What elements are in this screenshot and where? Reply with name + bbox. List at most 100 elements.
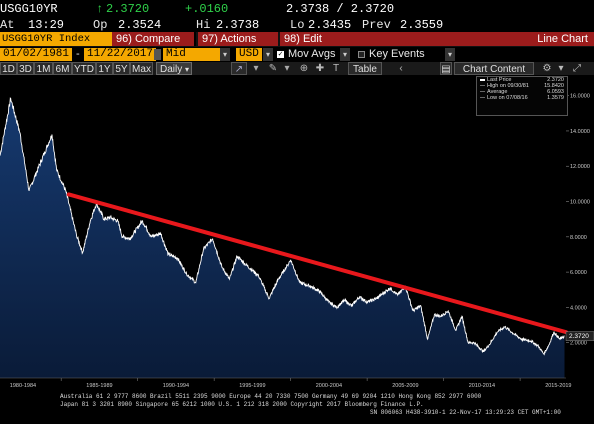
- period-6m[interactable]: 6M: [53, 62, 72, 75]
- footer-session: SN 806063 H438-3910-1 22-Nov-17 13:29:23…: [370, 409, 561, 416]
- start-date-field[interactable]: 01/02/1981: [0, 48, 73, 61]
- y-tick-label: 14.0000: [570, 129, 590, 135]
- net-change: +.0160: [185, 2, 229, 16]
- table-button[interactable]: Table: [348, 62, 382, 75]
- yield-area: [0, 98, 565, 378]
- last-arrow: ↑: [96, 2, 104, 16]
- legend-swatch: [480, 91, 485, 92]
- period-5y[interactable]: 5Y: [113, 62, 130, 75]
- date-toolbar: 01/02/1981 - 11/22/2017 Mid Yield ▾ USD …: [0, 48, 594, 73]
- chevron-down-icon[interactable]: ▾: [558, 63, 564, 74]
- y-axis: 2.0000 4.0000 6.0000 8.0000 10.0000 12.0000 14…: [566, 94, 590, 347]
- chevron-down-icon: ▾: [184, 65, 189, 74]
- frequency-label: Daily: [160, 64, 183, 75]
- text-icon[interactable]: T: [332, 63, 340, 74]
- legend-low-value: 1.3579: [547, 95, 564, 101]
- settings-icon[interactable]: ⚙: [542, 63, 552, 74]
- low-label: Lo: [290, 18, 305, 32]
- low-value: 2.3435: [308, 18, 352, 32]
- currency-field[interactable]: USD: [236, 48, 262, 61]
- legend-high-value: 15.8420: [544, 83, 564, 89]
- chevron-down-icon[interactable]: ▾: [445, 48, 455, 61]
- high-value: 2.3738: [216, 18, 260, 32]
- end-date-field[interactable]: 11/22/2017: [84, 48, 157, 61]
- legend-last-label: Last Price: [487, 77, 512, 83]
- legend-swatch: [480, 79, 485, 81]
- legend-last-value: 2.3720: [547, 77, 564, 83]
- period-1y[interactable]: 1Y: [96, 62, 113, 75]
- y-tick-label: 8.0000: [570, 235, 587, 241]
- period-3d[interactable]: 3D: [17, 62, 34, 75]
- chevron-down-icon[interactable]: ▾: [284, 63, 290, 74]
- function-toolbar: USGG10YR Index 96) Compare 97) Actions 9…: [0, 32, 594, 47]
- prev-label: Prev: [362, 18, 391, 32]
- chevron-down-icon[interactable]: ▾: [253, 63, 259, 74]
- period-ytd[interactable]: YTD: [72, 62, 96, 75]
- key-events-label: Key Events: [369, 48, 425, 60]
- title-strip: Line Chart: [358, 32, 594, 46]
- field-select[interactable]: Mid Yield: [163, 48, 223, 73]
- chevron-down-icon[interactable]: ▾: [220, 48, 230, 61]
- legend-high-row: High on 09/30/81 15.8420: [477, 83, 567, 89]
- x-tick-label: 2010-2014: [469, 383, 495, 389]
- x-tick-label: 2000-2004: [316, 383, 342, 389]
- crosshair-icon[interactable]: ✚: [315, 63, 325, 74]
- x-tick-label: 1980-1984: [10, 383, 36, 389]
- chart-settings-icon[interactable]: ▤: [440, 62, 452, 75]
- legend-swatch: [480, 85, 485, 86]
- legend-swatch: [480, 97, 485, 98]
- ticker: USGG10YR: [0, 2, 58, 16]
- y-tick-label: 16.0000: [570, 94, 590, 100]
- chart-legend: Last Price 2.3720 High on 09/30/81 15.8420…: [476, 76, 568, 116]
- x-axis: 1980-1984 1985-1989 1990-1994 1995-1999 2000…: [0, 377, 572, 389]
- yield-line: [0, 97, 565, 356]
- last-time: 13:29: [28, 18, 65, 32]
- key-events-checkbox[interactable]: [358, 51, 365, 58]
- at-label: At: [0, 18, 15, 32]
- period-toolbar: 1D 3D 1M 6M YTD 1Y 5Y Max Daily ▾ ↗ ▾ ✎ …: [0, 62, 594, 75]
- compare-button[interactable]: 96) Compare: [112, 32, 194, 46]
- x-tick-label: 2015-2019: [545, 383, 571, 389]
- legend-last-row: Last Price 2.3720: [477, 77, 567, 83]
- chevron-down-icon[interactable]: ▾: [340, 48, 350, 61]
- chevron-down-icon[interactable]: ▾: [263, 48, 273, 61]
- legend-avg-value: 6.0593: [547, 89, 564, 95]
- chart-content-button[interactable]: Chart Content: [454, 62, 534, 75]
- period-max[interactable]: Max: [130, 62, 153, 75]
- x-tick-label: 2005-2009: [392, 383, 418, 389]
- y-tick-label: 2.0000: [570, 341, 587, 347]
- prev-value: 2.3559: [400, 18, 444, 32]
- period-1d[interactable]: 1D: [0, 62, 17, 75]
- separator: [194, 32, 196, 46]
- last-price: 2.3720: [106, 2, 150, 16]
- zoom-icon[interactable]: ⊕: [299, 63, 309, 74]
- footer-copyright: Japan 81 3 3201 8900 Singapore 65 6212 1…: [60, 401, 424, 408]
- date-dash: -: [76, 48, 80, 60]
- x-tick-label: 1995-1999: [239, 383, 265, 389]
- legend-low-label: Low on 07/08/16: [487, 95, 528, 101]
- calendar-icon[interactable]: [154, 49, 161, 60]
- price-tag-text: 2.3720: [569, 333, 589, 340]
- actions-button[interactable]: 97) Actions: [198, 32, 278, 46]
- line-tool-icon[interactable]: ↗: [231, 62, 247, 75]
- x-tick-label: 1990-1994: [163, 383, 189, 389]
- security-field[interactable]: USGG10YR Index: [0, 32, 112, 46]
- edit-button[interactable]: 98) Edit: [280, 32, 358, 46]
- collapse-icon[interactable]: ‹: [399, 63, 403, 74]
- high-label: Hi: [196, 18, 211, 32]
- trend-line: [66, 192, 568, 335]
- mov-avgs-checkbox[interactable]: ✓: [277, 51, 284, 58]
- yield-chart: 2.0000 4.0000 6.0000 8.0000 10.0000 12.0000 14…: [0, 76, 594, 392]
- last-price-tag: 2.3720: [565, 331, 594, 341]
- legend-avg-label: Average: [487, 89, 508, 95]
- frequency-select[interactable]: Daily ▾: [156, 62, 192, 75]
- expand-icon[interactable]: ⤢: [573, 63, 581, 74]
- y-tick-label: 10.0000: [570, 200, 590, 206]
- price-tag-box: [565, 331, 594, 341]
- bid-ask: 2.3738 / 2.3720: [286, 2, 395, 16]
- annotate-icon[interactable]: ✎: [268, 63, 278, 74]
- period-1m[interactable]: 1M: [34, 62, 53, 75]
- legend-avg-row: Average 6.0593: [477, 89, 567, 95]
- legend-low-row: Low on 07/08/16 1.3579: [477, 95, 567, 101]
- open-value: 2.3524: [118, 18, 162, 32]
